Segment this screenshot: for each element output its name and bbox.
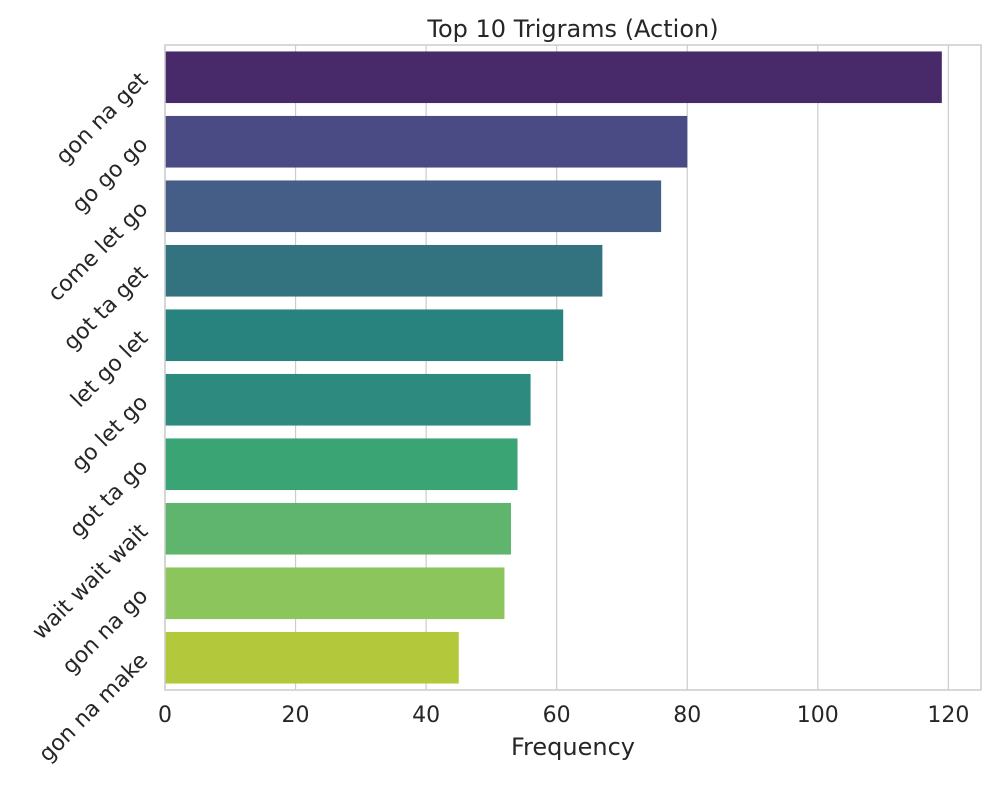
plot-frame <box>164 44 982 691</box>
x-tick-label: 40 <box>412 703 440 728</box>
bar <box>165 51 942 104</box>
chart-title: Top 10 Trigrams (Action) <box>426 15 718 43</box>
x-tick-label: 0 <box>158 703 172 728</box>
bar <box>165 309 564 362</box>
bar <box>165 373 531 426</box>
bar <box>165 115 688 168</box>
x-axis-label: Frequency <box>511 733 635 761</box>
x-tick-label: 100 <box>797 703 839 728</box>
bar <box>165 438 518 491</box>
bar <box>165 244 603 297</box>
x-tick-labels: 0 20 40 60 80 100 120 <box>158 703 969 728</box>
x-tick-label: 120 <box>927 703 969 728</box>
y-category-label: gon na make <box>34 648 153 767</box>
bar <box>165 567 505 620</box>
x-tick-label: 60 <box>543 703 571 728</box>
bar <box>165 180 662 233</box>
x-tick-label: 80 <box>673 703 701 728</box>
bars <box>165 51 942 684</box>
y-category-label: wait wait wait <box>28 519 154 645</box>
bar <box>165 502 511 555</box>
bar <box>165 631 459 684</box>
x-tick-label: 20 <box>282 703 310 728</box>
